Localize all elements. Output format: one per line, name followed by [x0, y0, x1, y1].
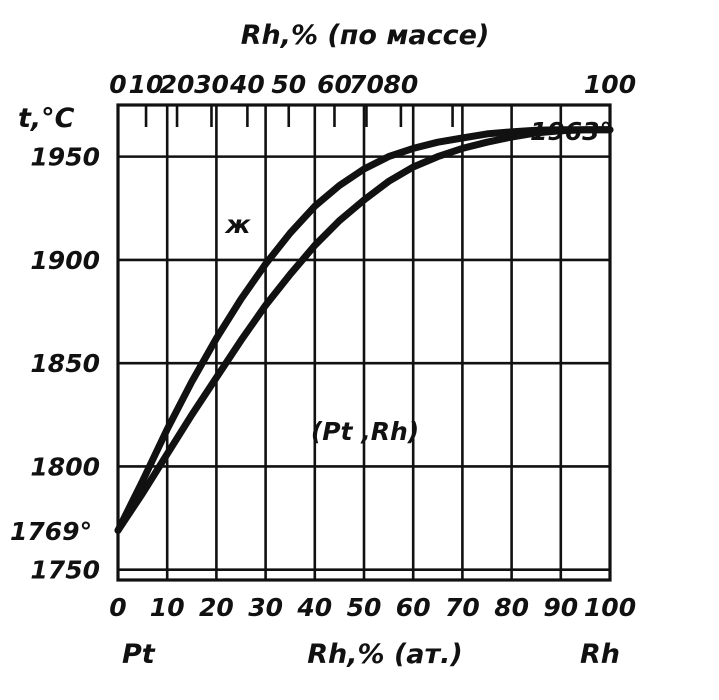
- annotation-label: ж: [225, 210, 252, 239]
- x-tick-bottom: 30: [248, 593, 283, 622]
- x-tick-top: 40: [229, 70, 265, 99]
- x-tick-top: 10: [129, 70, 164, 99]
- x-tick-top: 20: [160, 70, 195, 99]
- bottom-axis-label: Rh,% (ат.): [307, 639, 463, 670]
- pt-end-label: Pt: [122, 639, 156, 670]
- annotation-label: (Pt ,Rh): [311, 417, 419, 446]
- x-tick-top: 70: [349, 70, 384, 99]
- x-tick-top: 30: [194, 70, 229, 99]
- y-tick-label: 1900: [30, 246, 100, 275]
- tick-labels: 0 10 20 30 40 50 60 70 80 90 100175018001850190019…: [30, 70, 636, 622]
- x-tick-bottom: 20: [199, 593, 234, 622]
- x-tick-bottom: 90: [543, 593, 578, 622]
- x-tick-top: 50: [271, 70, 306, 99]
- y-axis-label: t,°C: [18, 103, 75, 134]
- x-tick-top: 100: [584, 70, 636, 99]
- x-tick-bottom: 40: [296, 593, 332, 622]
- x-tick-bottom: 70: [445, 593, 480, 622]
- x-tick-bottom: 50: [347, 593, 382, 622]
- x-tick-bottom: 80: [494, 593, 529, 622]
- x-tick-top: 0: [109, 70, 126, 99]
- y-tick-label: 1950: [30, 143, 100, 172]
- rh-end-label: Rh: [580, 639, 620, 670]
- x-tick-bottom: 100: [584, 593, 636, 622]
- solidus-curve: [114, 126, 614, 534]
- annotation-label: 1963°: [530, 117, 612, 146]
- grid-lines: [116, 105, 612, 580]
- annotation-label: 1769°: [10, 517, 92, 546]
- x-tick-bottom: 60: [396, 593, 431, 622]
- y-tick-label: 1750: [30, 556, 100, 585]
- x-tick-top: 60: [317, 70, 352, 99]
- top-axis-label: Rh,% (по массе): [241, 20, 490, 51]
- x-tick-bottom: 0: [109, 593, 126, 622]
- x-tick-top: 80: [384, 70, 419, 99]
- phase-curves: [114, 126, 614, 534]
- annotations: ж (Pt ,Rh) 1769° 1963°: [10, 117, 612, 546]
- y-tick-label: 1800: [30, 452, 100, 481]
- y-tick-label: 1850: [30, 349, 100, 378]
- x-tick-bottom: 10: [150, 593, 185, 622]
- plot-frame: [116, 103, 612, 582]
